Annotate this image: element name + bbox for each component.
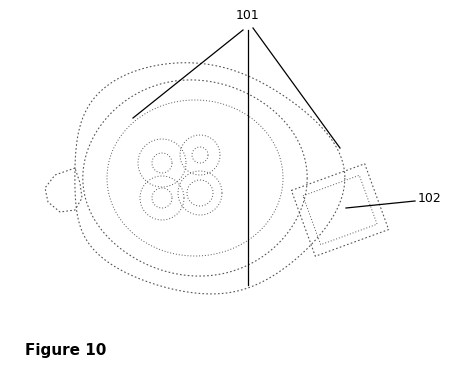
Text: Figure 10: Figure 10 [25,343,106,358]
Text: 102: 102 [418,191,442,205]
Text: 101: 101 [236,9,260,22]
